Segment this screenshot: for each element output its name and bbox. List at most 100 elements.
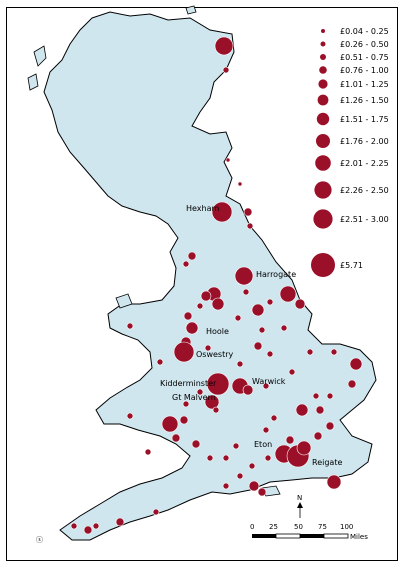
scale-tick-label: 0 (250, 523, 254, 531)
great-britain-landmass (43, 11, 377, 541)
map-marker (182, 400, 190, 408)
map-marker (248, 462, 256, 470)
map-marker (347, 379, 357, 389)
map-marker (225, 157, 231, 163)
legend-label: £1.76 - 2.00 (340, 137, 389, 146)
map-marker (285, 435, 295, 445)
map-marker (246, 222, 254, 230)
map-marker (251, 303, 265, 317)
legend-label: £1.01 - 1.25 (340, 80, 389, 89)
town-label: Harrogate (256, 270, 296, 279)
town-labels: Hexham Harrogate Hoole Oswestry Kiddermi… (160, 204, 342, 467)
legend-label: £0.51 - 0.75 (340, 53, 389, 62)
map-marker (326, 474, 342, 490)
map-marker (83, 525, 93, 535)
legend-symbol (320, 54, 326, 60)
legend-symbol (314, 181, 332, 199)
map-marker (232, 442, 240, 450)
map-marker (214, 36, 234, 56)
legend-label: £0.04 - 0.25 (340, 27, 389, 36)
map-marker (152, 508, 160, 516)
map-marker (212, 406, 220, 414)
map-marker (183, 311, 193, 321)
map-marker (173, 341, 195, 363)
legend-label: £2.51 - 3.00 (340, 215, 389, 224)
map-marker (237, 181, 243, 187)
legend-label: £1.26 - 1.50 (340, 96, 389, 105)
legend-symbol (318, 79, 328, 89)
map-marker (266, 350, 274, 358)
map-marker (222, 66, 230, 74)
map-marker (234, 266, 254, 286)
map-marker (222, 454, 230, 462)
map-marker (253, 341, 263, 351)
map-marker (185, 321, 199, 335)
hebrides-island-2 (27, 73, 39, 91)
legend-label: £0.76 - 1.00 (340, 66, 389, 75)
town-label: Hexham (186, 204, 220, 213)
scale-segment (275, 533, 301, 539)
hebrides-island (33, 45, 47, 67)
map-marker (330, 348, 338, 356)
map-marker (126, 412, 134, 420)
town-label: Hoole (206, 327, 229, 336)
map-marker (257, 487, 267, 497)
marker-layer (70, 36, 363, 535)
legend-symbol (317, 94, 329, 106)
legend-label: £1.51 - 1.75 (340, 115, 389, 124)
map-marker (115, 517, 125, 527)
map-marker (196, 302, 204, 310)
corner-mark: ⓢ (36, 536, 43, 544)
legend-symbol (320, 41, 326, 47)
map-marker (222, 482, 230, 490)
map-marker (306, 348, 314, 356)
map-marker (179, 415, 189, 425)
map-marker (262, 426, 270, 434)
map-marker (92, 522, 100, 530)
town-label: Eton (254, 440, 272, 449)
legend-label: £2.01 - 2.25 (340, 159, 389, 168)
legend-symbol (319, 66, 327, 74)
map-marker (191, 439, 201, 449)
map-marker (266, 298, 274, 306)
town-label: Kidderminster (160, 379, 217, 388)
map-marker (248, 480, 260, 492)
map-marker (280, 324, 288, 332)
map-marker (270, 414, 278, 422)
legend-label: £2.26 - 2.50 (340, 186, 389, 195)
map-marker (171, 433, 181, 443)
map-marker (242, 288, 250, 296)
map-marker (182, 260, 190, 268)
map-marker (144, 448, 152, 456)
map-marker (236, 472, 244, 480)
scale-tick-label: 100 (340, 523, 353, 531)
map-marker (296, 440, 312, 456)
map-marker (70, 522, 78, 530)
legend-symbol (316, 134, 330, 148)
scale-segment (252, 534, 276, 538)
map-marker (349, 357, 363, 371)
map-marker (315, 405, 325, 415)
map-marker (234, 314, 242, 322)
legend-symbol (313, 209, 333, 229)
map-marker (312, 392, 320, 400)
legend: £0.04 - 0.25 £0.26 - 0.50 £0.51 - 0.75 £0.7… (311, 27, 389, 277)
scale-unit-label: Miles (350, 533, 368, 541)
map-marker (313, 431, 323, 441)
map-marker (206, 454, 214, 462)
legend-symbol (315, 155, 331, 171)
map-marker (294, 298, 306, 310)
map-marker (206, 372, 230, 396)
scale-tick-label: 25 (269, 523, 278, 531)
orkney-island (185, 5, 197, 15)
map-marker (200, 290, 212, 302)
legend-symbol (316, 112, 330, 126)
legend-symbol (321, 29, 325, 33)
map-marker (204, 344, 212, 352)
map-marker (161, 415, 179, 433)
map-marker (288, 368, 296, 376)
map-marker (295, 403, 309, 417)
map-marker (187, 251, 197, 261)
map-marker (236, 360, 244, 368)
